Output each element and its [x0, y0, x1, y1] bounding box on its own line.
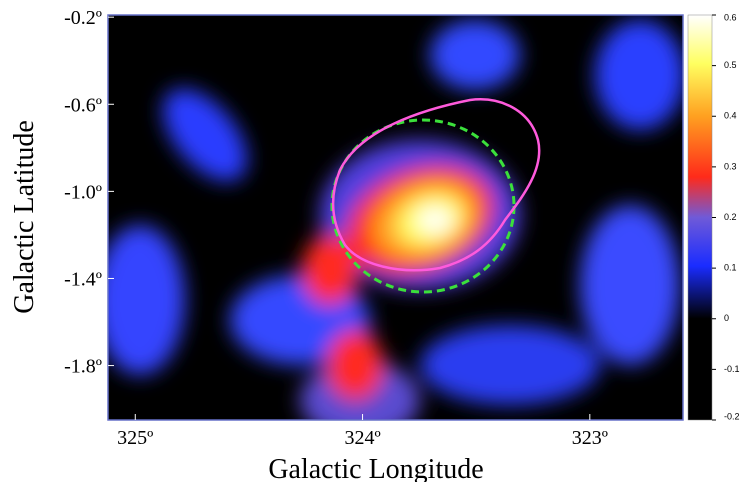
chart: Galactic Longitude Galactic Latitude 325… — [0, 0, 753, 482]
x-tick-label: 324º — [344, 427, 380, 449]
x-axis-label: Galactic Longitude — [268, 454, 483, 482]
colorbar — [688, 15, 712, 420]
sky-map — [95, 15, 685, 440]
colorbar-tick-label: 0.4 — [724, 111, 737, 121]
colorbar-tick-label: 0.6 — [724, 12, 737, 22]
colorbar-tick-label: 0.1 — [724, 263, 737, 273]
y-tick-label: -1.0º — [64, 181, 102, 203]
colorbar-tick-label: -0.1 — [724, 364, 740, 374]
colorbar-tick-label: 0.2 — [724, 212, 737, 222]
y-tick-label: -0.2º — [64, 7, 102, 29]
x-tick-label: 325º — [117, 427, 153, 449]
y-tick-label: -1.4º — [64, 268, 102, 290]
y-tick-label: -1.8º — [64, 356, 102, 378]
y-axis-label: Galactic Latitude — [9, 120, 40, 314]
x-tick-label: 323º — [572, 427, 608, 449]
colorbar-tick-label: 0.3 — [724, 161, 737, 171]
colorbar-tick-label: -0.2 — [724, 411, 740, 421]
colorbar-tick-label: 0 — [724, 313, 729, 323]
y-tick-label: -0.6º — [64, 94, 102, 116]
colorbar-tick-label: 0.5 — [724, 60, 737, 70]
